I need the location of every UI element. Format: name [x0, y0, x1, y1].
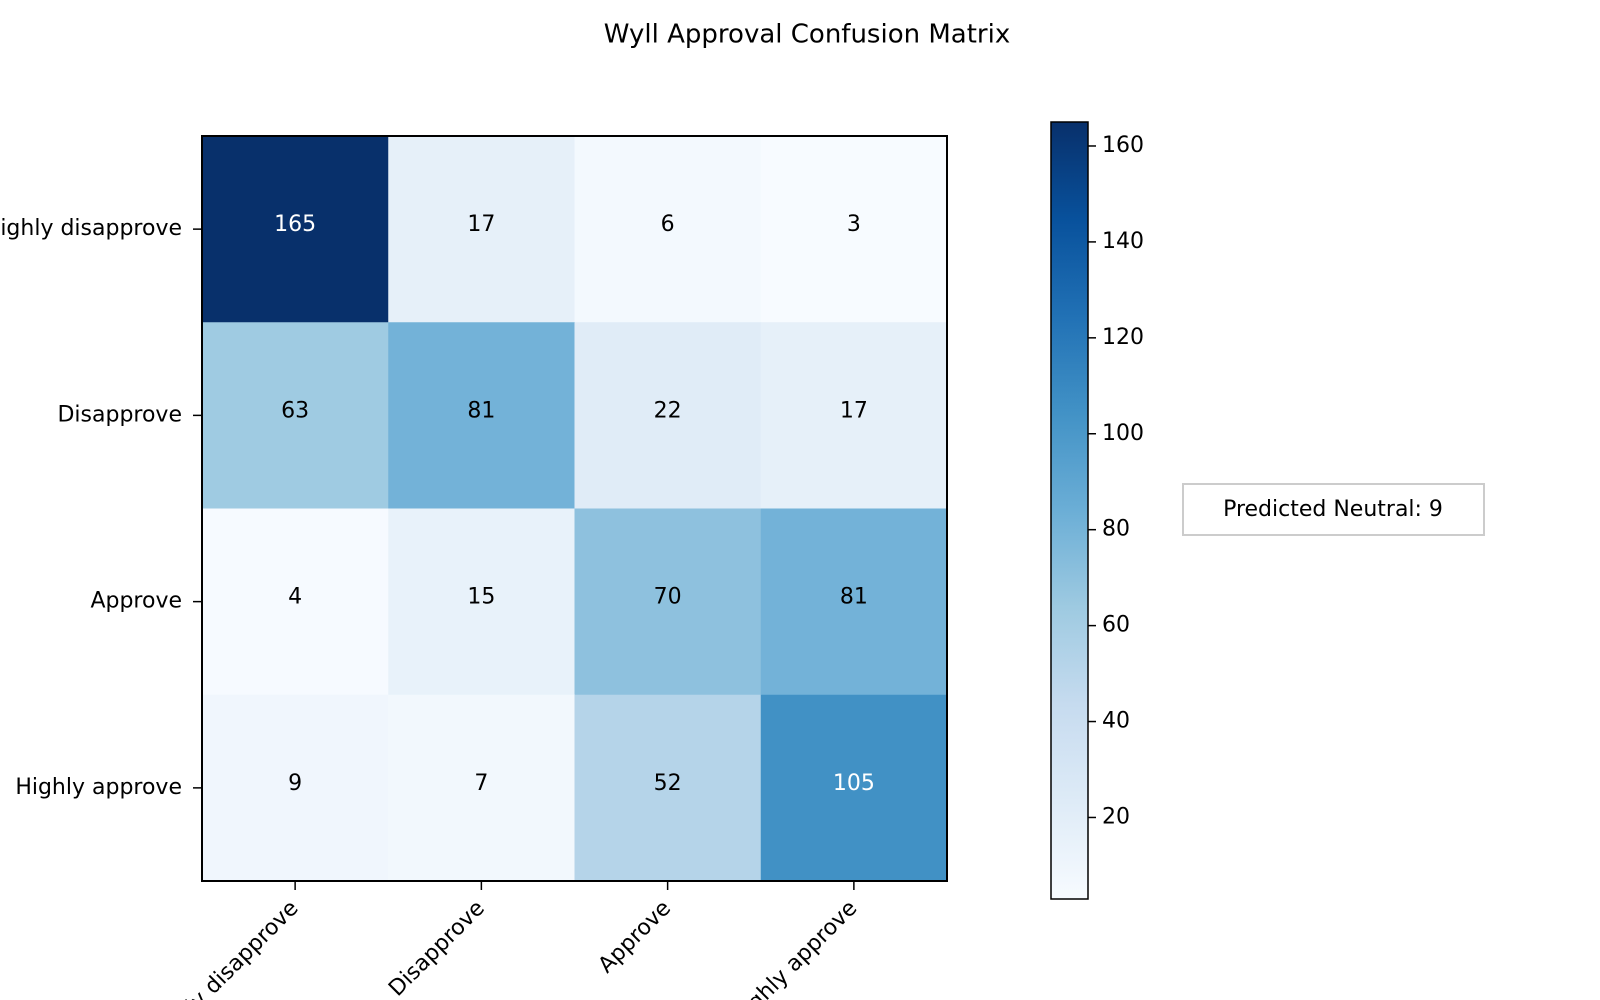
heatmap-cell	[574, 322, 762, 509]
colorbar-tick-label: 100	[1102, 421, 1144, 446]
colorbar-tick-label: 140	[1102, 229, 1144, 254]
x-tick-label: Disapprove	[384, 896, 490, 1000]
heatmap-cell	[574, 508, 762, 696]
cell-label: 6	[661, 212, 675, 237]
colorbar-tick-label: 80	[1102, 517, 1130, 542]
y-tick-label: Approve	[90, 589, 182, 614]
y-tick-label: Disapprove	[57, 402, 182, 427]
cell-label: 70	[654, 585, 682, 610]
colorbar-tick-label: 40	[1102, 709, 1130, 734]
heatmap-cell	[202, 322, 389, 509]
colorbar-tick-label: 120	[1102, 325, 1144, 350]
plot-frame	[201, 135, 948, 882]
annotation-box	[1182, 483, 1485, 536]
x-tick-label: Highly disapprove	[146, 896, 304, 1000]
chart-title: Wyll Approval Confusion Matrix	[604, 20, 1010, 50]
colorbar-tick-label: 160	[1102, 133, 1144, 158]
y-tick-label: Highly approve	[15, 775, 182, 800]
heatmap-cell	[760, 694, 948, 882]
x-tick-label: Highly approve	[727, 896, 863, 1000]
cell-label: 9	[288, 771, 302, 796]
heatmap-cell	[760, 508, 948, 696]
colorbar-tick-label: 60	[1102, 613, 1130, 638]
cell-label: 22	[654, 398, 682, 423]
cell-label: 165	[274, 212, 316, 237]
heatmap-cell	[202, 508, 389, 696]
heatmap-cell	[202, 694, 389, 882]
cell-label: 81	[840, 585, 868, 610]
y-tick-label: Highly disapprove	[0, 216, 182, 241]
cell-label: 52	[654, 771, 682, 796]
cell-label: 63	[281, 398, 309, 423]
heatmap-cell	[574, 136, 762, 323]
annotation: Predicted Neutral: 9	[1223, 497, 1443, 522]
heatmap-cell	[760, 136, 948, 323]
colorbar-tick-label: 20	[1102, 804, 1130, 829]
cell-label: 105	[833, 771, 875, 796]
heatmap-cell	[388, 694, 575, 882]
cell-label: 15	[467, 585, 495, 610]
x-tick-label: Approve	[594, 896, 676, 978]
cell-label: 17	[840, 398, 868, 423]
heatmap-cell	[202, 136, 389, 323]
cell-label: 3	[847, 212, 861, 237]
heatmap-cell	[388, 508, 575, 696]
cell-label: 7	[474, 771, 488, 796]
heatmap-cell	[388, 322, 575, 509]
heatmap-cell	[760, 322, 948, 509]
cell-label: 17	[467, 212, 495, 237]
cell-label: 81	[467, 398, 495, 423]
cell-label: 4	[288, 585, 302, 610]
heatmap-cell	[574, 694, 762, 882]
colorbar	[1050, 121, 1089, 900]
heatmap-cell	[388, 136, 575, 323]
